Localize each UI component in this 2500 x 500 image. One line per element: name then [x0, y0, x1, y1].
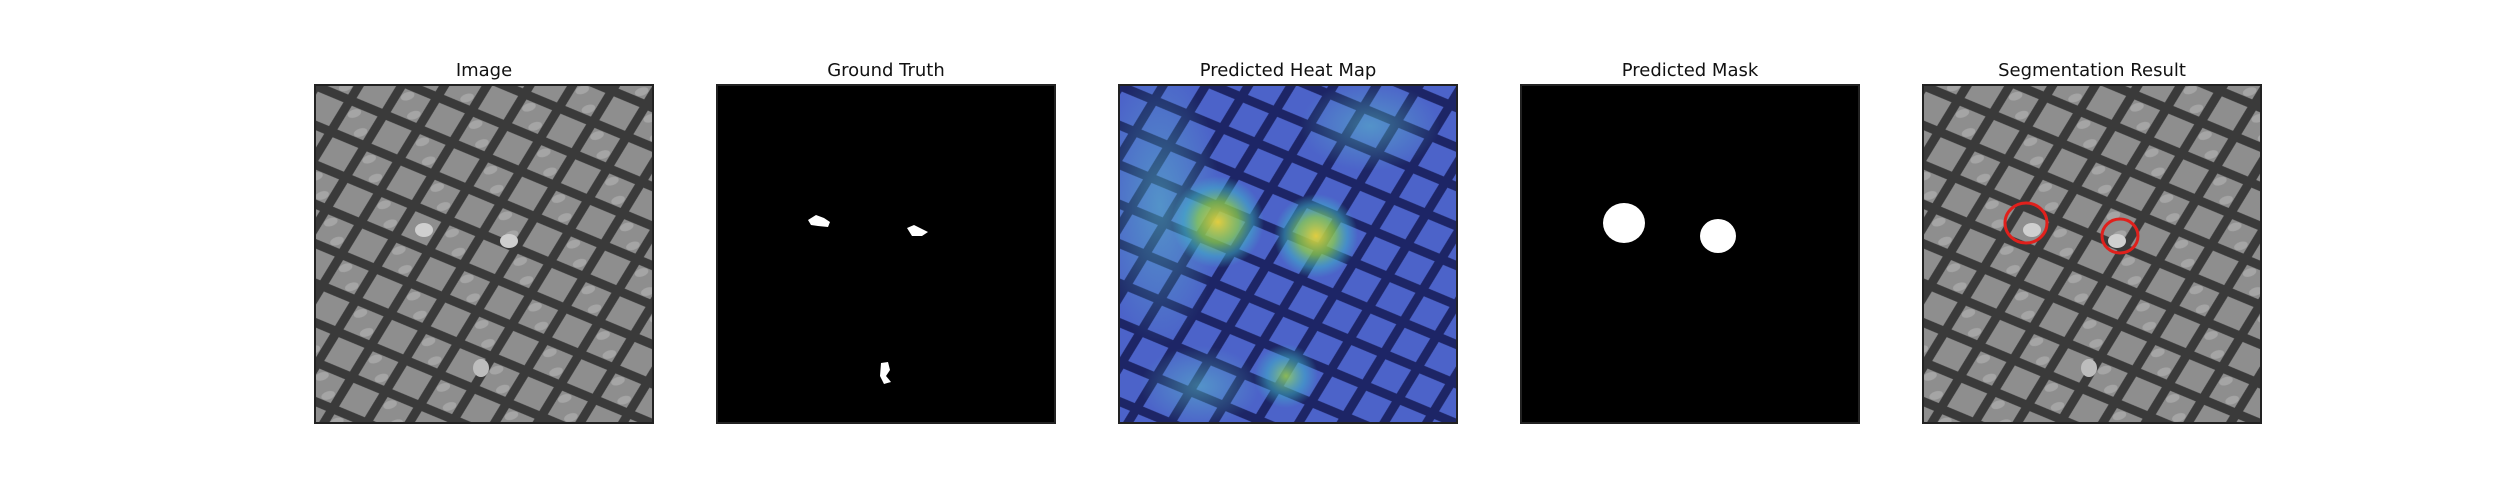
- gt-blob: [808, 215, 830, 227]
- overlay-frame: [1922, 84, 2262, 424]
- pred-blob: [1700, 219, 1736, 253]
- panel-ground-truth: Ground Truth: [716, 0, 1056, 500]
- panel-segmentation-result: Segmentation Result: [1922, 0, 2262, 500]
- panel-heat-map: Predicted Heat Map: [1118, 0, 1458, 500]
- defect-region: [500, 234, 518, 248]
- pred-blob: [1603, 203, 1645, 243]
- panel-title: Predicted Mask: [1621, 60, 1759, 81]
- detection-circle: [2003, 201, 2049, 245]
- heat-map: [1120, 86, 1456, 422]
- panel-title: Ground Truth: [827, 60, 945, 81]
- defect-region: [415, 223, 433, 237]
- ground-truth-mask: [718, 86, 1054, 422]
- pred-mask-frame: [1520, 84, 1860, 424]
- input-image: [316, 86, 652, 422]
- panel-predicted-mask: Predicted Mask: [1520, 0, 1860, 500]
- detection-circle: [2100, 217, 2140, 255]
- heat-hotspot: [1254, 344, 1318, 408]
- heat-hotspot: [1172, 176, 1264, 268]
- gt-frame: [716, 84, 1056, 424]
- gt-blob: [880, 362, 891, 384]
- panel-title: Image: [455, 60, 513, 81]
- predicted-mask: [1522, 86, 1858, 422]
- segmentation-overlay: [1924, 86, 2260, 422]
- panel-title: Predicted Heat Map: [1199, 60, 1377, 81]
- heatmap-frame: [1118, 84, 1458, 424]
- heat-hotspot: [1274, 194, 1358, 278]
- defect-region: [473, 359, 489, 377]
- panel-title: Segmentation Result: [1998, 60, 2186, 81]
- gt-blob: [907, 225, 928, 236]
- image-frame: [314, 84, 654, 424]
- panel-image: Image: [314, 0, 654, 500]
